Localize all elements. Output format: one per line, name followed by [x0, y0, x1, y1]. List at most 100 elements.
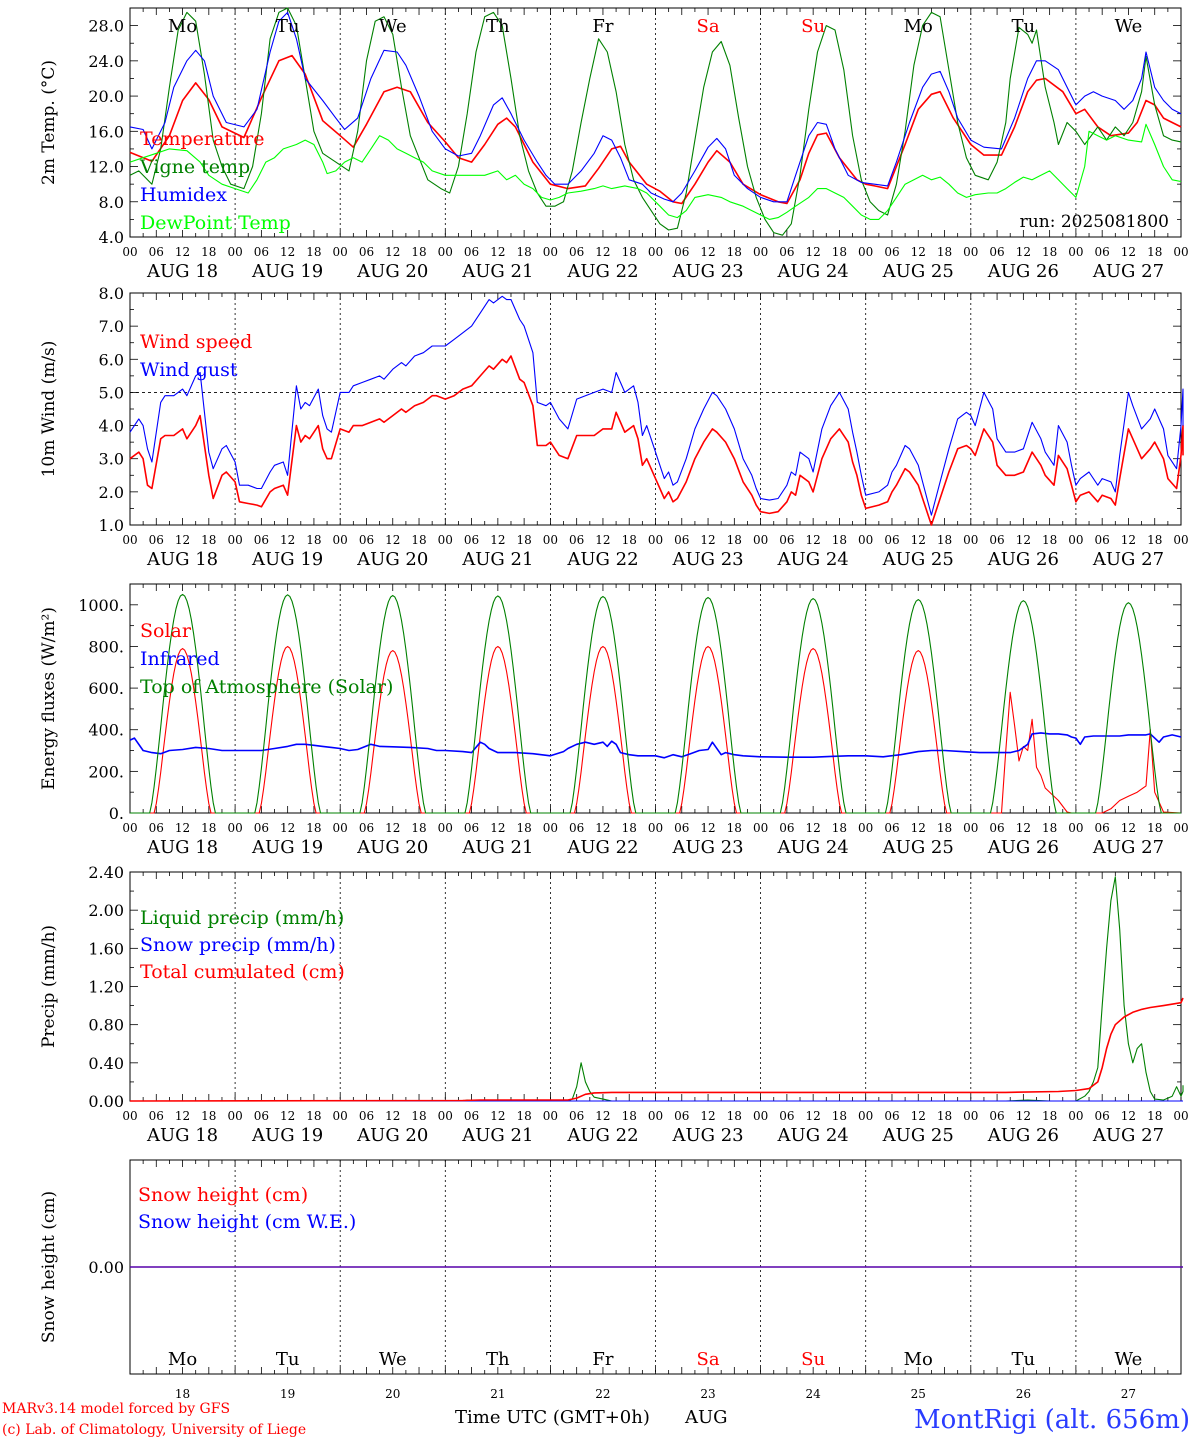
x-hour-label: 18 — [516, 245, 531, 259]
weekday-label: Mo — [168, 1349, 197, 1370]
legend-entry: Snow height (cm) — [138, 1184, 308, 1206]
x-hour-label: 12 — [175, 821, 190, 835]
x-hour-label: 18 — [1147, 533, 1162, 547]
legend-entry: Vigne temp — [139, 156, 250, 178]
x-hour-label: 06 — [1095, 245, 1110, 259]
x-hour-label: 12 — [175, 245, 190, 259]
legend-entry: Wind gust — [140, 359, 238, 381]
x-hour-label: 12 — [385, 245, 400, 259]
x-hour-label: 06 — [884, 533, 899, 547]
x-hour-label: 06 — [149, 821, 164, 835]
x-hour-label: 06 — [464, 533, 479, 547]
series-line-infrared — [129, 732, 1182, 759]
x-hour-label: 00 — [753, 245, 768, 259]
x-hour-label: 18 — [516, 1109, 531, 1123]
x-date-label: AUG 19 — [251, 549, 323, 570]
x-hour-label: 18 — [1042, 533, 1057, 547]
weekday-label: Sa — [697, 16, 720, 37]
x-hour-label: 12 — [1121, 821, 1136, 835]
series-line-wind-gust — [129, 295, 1184, 516]
y-tick-label: 4.0 — [99, 417, 124, 436]
x-hour-label: 18 — [306, 1109, 321, 1123]
x-hour-label: 00 — [1068, 821, 1083, 835]
x-date-label: AUG 23 — [671, 549, 743, 570]
x-hour-label: 18 — [622, 533, 637, 547]
x-hour-label: 00 — [753, 1109, 768, 1123]
weekday-label: Tu — [1012, 16, 1036, 37]
x-hour-label: 00 — [858, 533, 873, 547]
x-date-label: AUG 23 — [671, 261, 743, 282]
station-title: MontRigi (alt. 656m) — [914, 1405, 1190, 1435]
day-number-label: 21 — [490, 1387, 505, 1401]
x-hour-label: 18 — [832, 245, 847, 259]
x-hour-label: 06 — [359, 1109, 374, 1123]
x-date-label: AUG 22 — [566, 837, 638, 858]
weekday-label: Sa — [697, 1349, 720, 1370]
x-hour-label: 12 — [490, 533, 505, 547]
x-date-label: AUG 24 — [777, 549, 849, 570]
x-date-label: AUG 21 — [461, 261, 533, 282]
day-number-label: 27 — [1121, 1387, 1136, 1401]
y-tick-label: 2.40 — [88, 863, 124, 882]
series-line-liquid-precip-mm-h- — [130, 876, 1184, 1102]
x-hour-label: 00 — [753, 821, 768, 835]
day-number-label: 18 — [175, 1387, 190, 1401]
x-hour-label: 12 — [595, 821, 610, 835]
y-tick-label: 0.80 — [88, 1016, 124, 1035]
x-date-label: AUG 24 — [777, 261, 849, 282]
panel-2: 1.0 2.0 3.0 4.0 5.0 6.0 7.0 8.0 10m Wind (m/s) Wi… — [39, 284, 1189, 570]
x-date-label: AUG 22 — [566, 549, 638, 570]
x-hour-label: 18 — [937, 821, 952, 835]
x-hour-label: 06 — [1095, 821, 1110, 835]
x-hour-label: 18 — [411, 533, 426, 547]
x-hour-label: 00 — [1173, 1109, 1188, 1123]
day-number-label: 26 — [1016, 1387, 1031, 1401]
model-credit: MARv3.14 model forced by GFS — [2, 1401, 230, 1417]
x-date-label: AUG 19 — [251, 261, 323, 282]
x-hour-label: 12 — [1016, 821, 1031, 835]
y-tick-label: 12.0 — [88, 158, 124, 177]
series-line-vigne-temp — [129, 7, 1182, 236]
x-hour-label: 12 — [280, 533, 295, 547]
x-hour-label: 06 — [989, 1109, 1004, 1123]
x-hour-label: 06 — [359, 821, 374, 835]
y-axis-title: 10m Wind (m/s) — [39, 341, 59, 478]
x-hour-label: 00 — [753, 533, 768, 547]
x-hour-label: 00 — [963, 533, 978, 547]
x-hour-label: 00 — [438, 533, 453, 547]
x-hour-label: 06 — [464, 1109, 479, 1123]
x-hour-label: 06 — [674, 245, 689, 259]
x-hour-label: 06 — [884, 245, 899, 259]
x-date-label: AUG 26 — [987, 261, 1059, 282]
x-hour-label: 00 — [543, 821, 558, 835]
x-hour-label: 06 — [884, 821, 899, 835]
x-hour-label: 00 — [1173, 821, 1188, 835]
panel-4: 0.00 0.40 0.80 1.20 1.60 2.00 2.40 Precip (mm/h… — [39, 863, 1189, 1146]
x-hour-label: 12 — [385, 1109, 400, 1123]
x-hour-label: 12 — [911, 1109, 926, 1123]
x-hour-label: 18 — [937, 533, 952, 547]
x-hour-label: 00 — [333, 533, 348, 547]
x-hour-label: 18 — [1042, 245, 1057, 259]
y-axis-title: 2m Temp. (°C) — [39, 60, 59, 185]
legend-entry: Solar — [140, 620, 192, 642]
legend-entry: Liquid precip (mm/h) — [140, 907, 344, 929]
x-hour-label: 18 — [1147, 821, 1162, 835]
x-hour-label: 12 — [1121, 245, 1136, 259]
x-date-label: AUG 20 — [356, 549, 428, 570]
weekday-label: Su — [801, 16, 825, 37]
y-tick-label: 4.0 — [99, 228, 124, 247]
x-hour-label: 00 — [438, 245, 453, 259]
x-hour-label: 12 — [175, 1109, 190, 1123]
x-hour-label: 12 — [1016, 533, 1031, 547]
series-line-temperature — [129, 54, 1182, 205]
day-number-label: 19 — [280, 1387, 295, 1401]
x-hour-label: 18 — [306, 821, 321, 835]
x-hour-label: 12 — [280, 1109, 295, 1123]
x-hour-label: 06 — [569, 533, 584, 547]
y-tick-label: 8.0 — [99, 284, 124, 303]
x-date-label: AUG 23 — [671, 1125, 743, 1146]
x-date-label: AUG 18 — [146, 1125, 218, 1146]
x-hour-label: 06 — [779, 533, 794, 547]
x-hour-label: 18 — [727, 1109, 742, 1123]
